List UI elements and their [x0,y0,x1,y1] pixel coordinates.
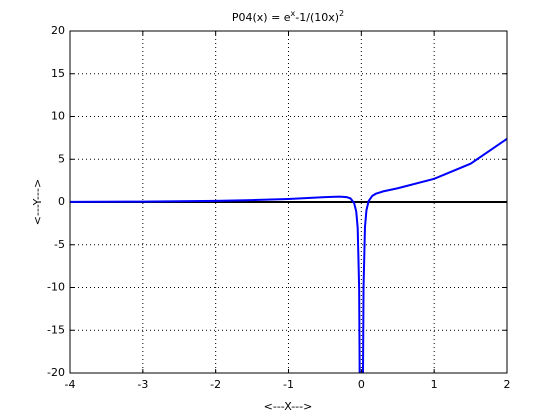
title-text: -1/(10x) [295,11,339,24]
x-axis-label: <---X---> [264,400,313,413]
x-tick-label: -4 [65,378,76,391]
y-tick-label: -10 [47,281,65,294]
x-tick-label: 2 [504,378,511,391]
x-tick-label: -3 [137,378,148,391]
title-text: P04(x) = e [232,11,291,24]
axes-box [69,30,508,374]
x-tick-label: -1 [283,378,294,391]
y-tick-label: 5 [58,152,65,165]
y-tick-label: -20 [47,366,65,379]
y-tick-label: -5 [54,238,65,251]
data-line [70,137,507,373]
chart-title: P04(x) = ex-1/(10x)2 [232,9,344,25]
y-tick-label: 0 [58,195,65,208]
title-superscript: 2 [339,9,344,18]
y-axis-label: <---Y---> [31,179,44,225]
y-tick-label: -15 [47,323,65,336]
y-tick-label: 20 [51,24,65,37]
y-tick-label: 15 [51,67,65,80]
x-tick-label: 1 [431,378,438,391]
y-tick-label: 10 [51,110,65,123]
title-superscript: x [291,9,296,18]
x-tick-label: -2 [210,378,221,391]
x-tick-label: 0 [358,378,365,391]
